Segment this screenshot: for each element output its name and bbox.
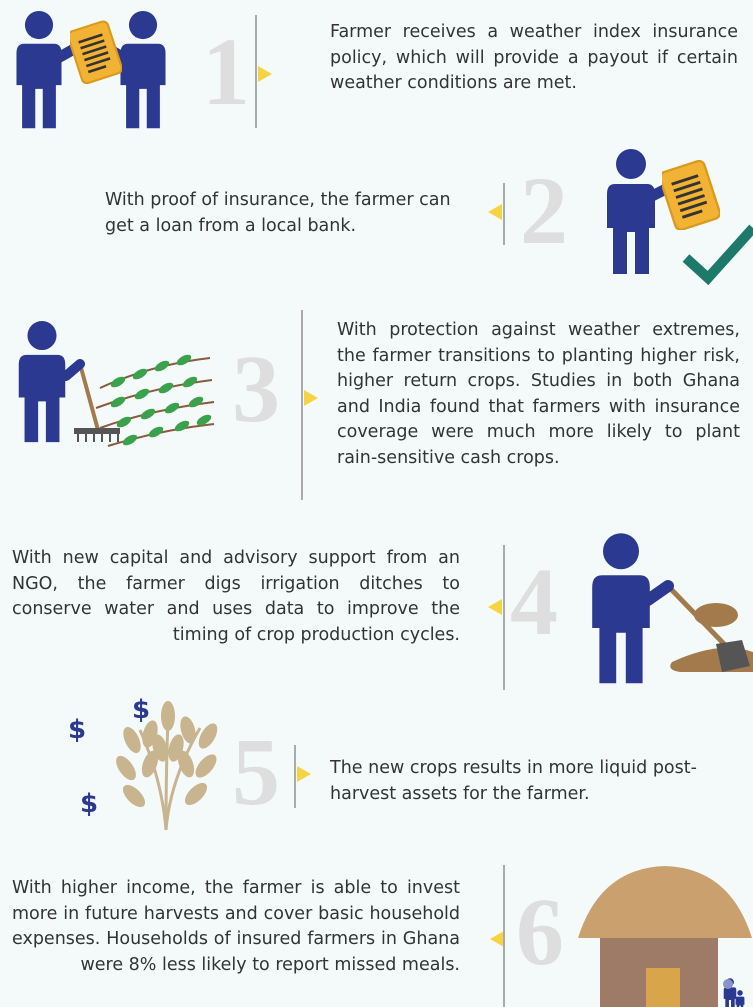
step-5-icon-part-part [120,724,145,755]
step-6-icon-part [578,866,752,938]
step-5-icon-part-part [119,781,149,811]
step-1-icon-part [16,11,61,128]
step-3-icon-part-part [187,395,205,410]
step-5-icon-part-part [192,751,221,781]
pointer [488,599,502,615]
step-5-icon-part [112,701,221,830]
step-2-icon [607,149,753,278]
step-1-icon-part [67,20,123,84]
step-text: With proof of insurance, the farmer can … [105,188,475,239]
step-3-icon-part [80,364,98,430]
step-number: 5 [232,718,280,825]
step-text: Farmer receives a weather index insuranc… [330,20,738,97]
step-5-icon-part-part [112,753,140,784]
step-2-icon-part [659,160,722,232]
step-6-icon-part [646,968,680,1007]
step-3-icon-part-part [139,407,157,422]
step-number: 1 [202,18,250,125]
dollar-sign: $ [68,715,86,745]
step-3-icon [19,321,214,447]
pointer [488,204,502,220]
step-1-icon [16,11,165,128]
artwork: 1 2 3 4 [0,0,753,1007]
step-number: 4 [510,548,558,655]
dollar-sign: $ [80,789,98,819]
step-3-icon-part [19,321,66,442]
step-text: With new capital and advisory support fr… [12,546,460,648]
step-text: With higher income, the farmer is able t… [12,876,460,978]
step-5-icon-part-part [195,720,221,751]
step-2-icon-part [686,228,753,278]
step-5-icon-part-part [181,779,211,809]
pointer [490,931,504,947]
step-3-icon-part-part [133,387,151,402]
step-3-icon-part-part [157,381,175,396]
step-5-icon-part-part [161,701,175,731]
step-3-icon-part [66,364,80,376]
step-4-icon-part [694,603,738,627]
step-4-icon-part [648,586,668,600]
step-number: 6 [516,878,564,985]
step-6-icon-part [736,990,745,1007]
step-1-icon-part [120,11,165,128]
pointer [258,66,272,82]
step-4-icon [592,533,753,683]
dollar-sign: $ [132,695,150,725]
step-text: With protection against weather extremes… [337,318,740,471]
pointer [297,766,311,782]
pointer [304,390,318,406]
step-3-icon-part [74,428,120,434]
step-2-icon-part [607,149,655,274]
step-3-icon-part-part [173,419,191,434]
step-5-icon: $ $ $ [68,695,221,830]
step-text: The new crops results in more liquid pos… [330,756,730,807]
infographic: 1 2 3 4 [0,0,753,1007]
step-3-icon-part [78,434,118,442]
step-3-icon-part-part [121,433,139,448]
step-number: 3 [232,335,280,442]
step-number: 2 [520,157,568,264]
step-6-icon-part [723,979,733,989]
step-6-icon [578,866,752,1007]
step-4-icon-part [592,533,650,683]
